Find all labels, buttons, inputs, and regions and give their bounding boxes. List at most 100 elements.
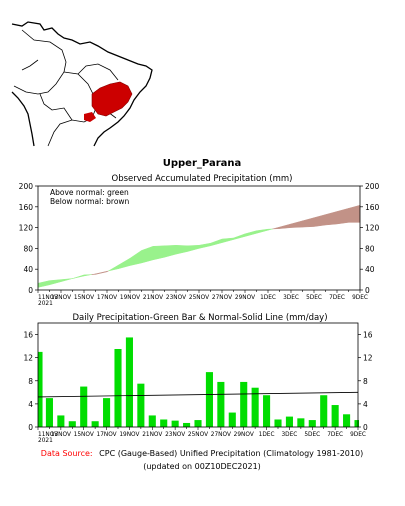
map-coastline: [11, 21, 153, 147]
precip-bar: [91, 421, 99, 427]
chart1-year-label: 2021: [38, 301, 53, 307]
below-normal-area: [272, 226, 280, 230]
chart1-title: Observed Accumulated Precipitation (mm): [112, 174, 293, 184]
chart1-y2tick-label: 40: [365, 265, 375, 274]
precip-bar: [285, 416, 293, 427]
above-normal-area: [244, 230, 257, 237]
daily-chart: Daily Precipitation-Green Bar & Normal-S…: [23, 313, 372, 444]
chart2-xtick-label: 19NOV: [119, 432, 139, 438]
chart1-ytick-label: 200: [19, 182, 34, 191]
chart1-legend-below: Below normal: brown: [50, 197, 130, 206]
above-normal-area: [175, 245, 188, 255]
above-normal-area: [129, 250, 142, 266]
chart1-y2tick-label: 160: [365, 203, 380, 212]
precip-bar: [80, 386, 88, 427]
chart2-ytick-label: 0: [28, 423, 33, 432]
chart1-ytick-label: 0: [28, 286, 33, 295]
precip-bar: [343, 414, 351, 427]
chart1-legend-above: Above normal: green: [50, 188, 129, 197]
chart2-xtick-label: 25NOV: [188, 432, 208, 438]
precip-bar: [137, 383, 145, 427]
chart1-xtick-label: 13NOV: [51, 295, 71, 301]
normal-line: [37, 391, 359, 398]
chart1-xtick-label: 27NOV: [212, 295, 232, 301]
chart2-xtick-label: 9DEC: [350, 432, 366, 438]
above-normal-area: [210, 238, 223, 247]
chart2-xtick-label: 7DEC: [327, 432, 343, 438]
chart1-xtick-label: 11NOV: [38, 295, 58, 301]
chart2-xtick-label: 27NOV: [211, 432, 231, 438]
precip-bar: [103, 398, 111, 427]
above-normal-area: [118, 257, 131, 270]
chart2-xtick-label: 23NOV: [165, 432, 185, 438]
below-normal-area: [290, 220, 303, 228]
chart1-xtick-label: 21NOV: [143, 295, 163, 301]
chart1-ytick-label: 160: [19, 203, 34, 212]
precip-bar: [354, 420, 359, 427]
chart1-xtick-label: 9DEC: [352, 295, 368, 301]
below-normal-area: [95, 270, 108, 275]
precip-bar: [251, 387, 259, 427]
chart2-y2tick-label: 16: [363, 331, 373, 340]
above-normal-area: [108, 264, 119, 272]
chart2-y2tick-label: 4: [363, 400, 368, 409]
precip-bar: [45, 398, 53, 427]
chart1-xtick-label: 25NOV: [189, 295, 209, 301]
chart2-ytick-label: 12: [23, 354, 33, 363]
updated-text: (updated on 00Z10DEC2021): [143, 462, 261, 471]
chart1-xtick-label: 1DEC: [260, 295, 276, 301]
chart1-ytick-label: 120: [19, 224, 34, 233]
chart2-y2tick-label: 8: [363, 377, 368, 386]
precip-bar: [320, 395, 328, 427]
map-region-highlight: [91, 81, 133, 117]
precip-bar: [205, 372, 213, 427]
region-map: [11, 21, 170, 147]
above-normal-area: [267, 228, 273, 231]
precip-bar: [68, 421, 76, 427]
above-normal-area: [198, 242, 211, 249]
chart1-xtick-label: 17NOV: [97, 295, 117, 301]
chart1-xtick-label: 5DEC: [306, 295, 322, 301]
precip-bar: [183, 422, 191, 427]
chart1-y2tick-label: 200: [365, 182, 380, 191]
precip-bar: [194, 420, 202, 427]
precip-bar: [38, 351, 43, 427]
precip-bar: [57, 415, 65, 427]
precip-bar: [297, 418, 305, 427]
above-normal-area: [221, 237, 234, 244]
chart2-ytick-label: 8: [28, 377, 33, 386]
region-title: Upper_Parana: [163, 158, 242, 169]
chart1-xtick-label: 29NOV: [235, 295, 255, 301]
above-normal-area: [60, 278, 73, 283]
chart2-xtick-label: 21NOV: [142, 432, 162, 438]
above-normal-area: [37, 280, 50, 288]
precip-bar: [240, 381, 248, 427]
precip-bar: [217, 381, 225, 427]
chart1-y2tick-label: 80: [365, 244, 375, 253]
chart1-xtick-label: 3DEC: [283, 295, 299, 301]
chart2-ytick-label: 16: [23, 331, 33, 340]
chart2-title: Daily Precipitation-Green Bar & Normal-S…: [72, 313, 327, 323]
above-normal-area: [233, 233, 246, 240]
precip-bar: [263, 395, 271, 427]
precip-bar: [148, 415, 156, 427]
chart2-xtick-label: 11NOV: [38, 432, 58, 438]
below-normal-area: [302, 217, 315, 228]
precip-bar: [160, 419, 168, 427]
precip-bar: [308, 420, 316, 427]
chart2-y2tick-label: 0: [363, 423, 368, 432]
precip-bar: [125, 337, 133, 427]
data-source-line: Data Source: CPC (Gauge-Based) Unified P…: [41, 449, 363, 458]
chart2-xtick-label: 17NOV: [97, 432, 117, 438]
accumulated-chart: Observed Accumulated Precipitation (mm) …: [19, 174, 380, 307]
precip-bar: [228, 412, 236, 427]
precip-bar: [274, 419, 282, 427]
below-normal-area: [325, 211, 338, 226]
above-normal-area: [49, 279, 62, 286]
chart1-ytick-label: 80: [23, 244, 33, 253]
precip-bar: [331, 405, 339, 427]
chart1-y2tick-label: 0: [365, 286, 370, 295]
chart2-xtick-label: 5DEC: [304, 432, 320, 438]
above-normal-area: [141, 245, 154, 264]
